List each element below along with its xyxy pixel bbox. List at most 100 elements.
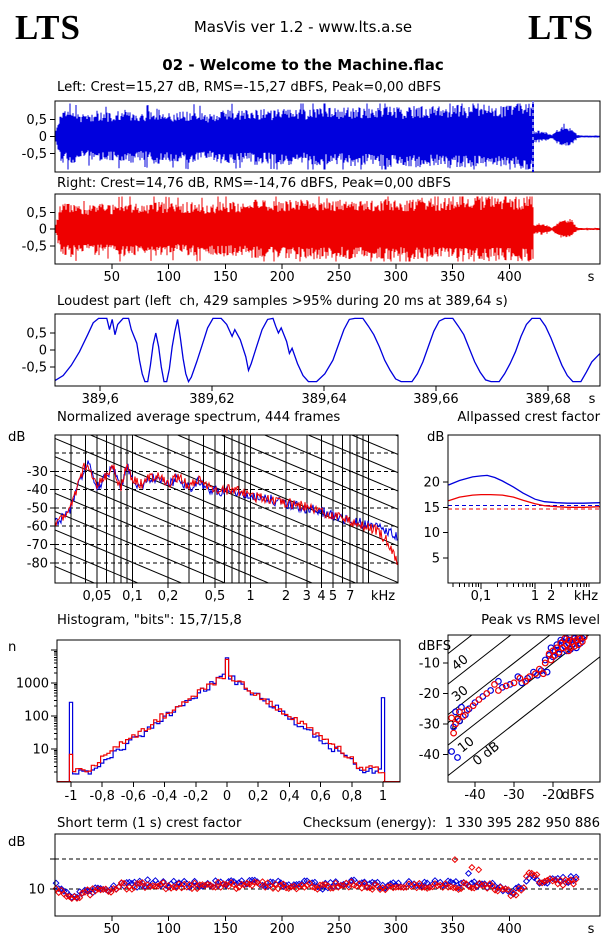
svg-text:7: 7	[346, 589, 354, 604]
short-term-title: Short term (1 s) crest factor	[57, 816, 242, 831]
svg-text:kHz: kHz	[371, 589, 395, 604]
svg-text:10: 10	[28, 883, 45, 898]
svg-text:-0,5: -0,5	[22, 147, 47, 162]
svg-text:100: 100	[156, 270, 181, 285]
svg-text:0,5: 0,5	[26, 327, 47, 342]
svg-text:389,68: 389,68	[525, 392, 571, 407]
svg-text:1: 1	[379, 789, 387, 804]
svg-text:2: 2	[282, 589, 290, 604]
svg-text:300: 300	[383, 922, 408, 937]
svg-text:s: s	[589, 392, 596, 407]
svg-text:0,2: 0,2	[248, 789, 269, 804]
loudest-part-trace	[54, 317, 601, 384]
checksum-value: 1 330 395 282 950 886	[444, 816, 600, 831]
svg-text:389,6: 389,6	[82, 392, 119, 407]
spectrum-grid	[55, 435, 398, 583]
svg-text:-70: -70	[27, 538, 48, 553]
left-channel-caption: Left: Crest=15,27 dB, RMS=-15,27 dBFS, P…	[57, 80, 441, 95]
svg-text:-0,5: -0,5	[22, 239, 47, 254]
svg-text:50: 50	[104, 922, 121, 937]
svg-text:0: 0	[39, 344, 47, 359]
svg-text:389,62: 389,62	[189, 392, 235, 407]
spectrum-title: Normalized average spectrum, 444 frames	[57, 410, 341, 425]
spectrum-traces	[54, 460, 399, 565]
svg-text:200: 200	[270, 922, 295, 937]
svg-text:400: 400	[497, 270, 522, 285]
svg-text:350: 350	[440, 922, 465, 937]
svg-text:100: 100	[156, 922, 181, 937]
short-term-points	[52, 856, 580, 903]
svg-text:0: 0	[39, 130, 47, 145]
svg-text:10: 10	[423, 526, 440, 541]
svg-text:-10: -10	[419, 657, 440, 672]
svg-text:0: 0	[39, 223, 47, 238]
svg-text:-20: -20	[542, 788, 563, 803]
svg-text:30: 30	[449, 683, 471, 705]
svg-text:389,64: 389,64	[301, 392, 347, 407]
short-term-ylabel: dB	[8, 835, 26, 850]
svg-text:-30: -30	[27, 465, 48, 480]
svg-text:250: 250	[327, 922, 352, 937]
svg-text:150: 150	[213, 270, 238, 285]
loudest-part-title: Loudest part (left ch, 429 samples >95% …	[57, 294, 508, 309]
svg-text:-30: -30	[419, 718, 440, 733]
svg-text:15: 15	[423, 501, 440, 516]
allpassed-traces	[448, 474, 601, 510]
svg-text:-40: -40	[464, 788, 485, 803]
histogram-title: Histogram, "bits": 15,7/15,8	[57, 613, 242, 628]
waveform-left-trace	[54, 103, 601, 170]
svg-text:-50: -50	[27, 501, 48, 516]
svg-text:0,1: 0,1	[122, 589, 143, 604]
lts-logo-left: LTS	[15, 8, 81, 47]
svg-text:-0,2: -0,2	[183, 789, 208, 804]
svg-text:5: 5	[432, 551, 440, 566]
svg-text:0,1: 0,1	[471, 589, 492, 604]
svg-text:2: 2	[547, 589, 555, 604]
peak-rms-title: Peak vs RMS level	[481, 613, 600, 628]
svg-text:0,2: 0,2	[158, 589, 179, 604]
svg-text:-30: -30	[503, 788, 524, 803]
svg-text:0,5: 0,5	[26, 206, 47, 221]
svg-text:-20: -20	[419, 687, 440, 702]
svg-text:-80: -80	[27, 556, 48, 571]
svg-text:5: 5	[329, 589, 337, 604]
svg-text:150: 150	[213, 922, 238, 937]
app-version-line: MasVis ver 1.2 - www.lts.a.se	[193, 18, 413, 36]
svg-text:1: 1	[246, 589, 254, 604]
svg-text:-1: -1	[65, 789, 78, 804]
svg-text:0,4: 0,4	[279, 789, 300, 804]
peak-rms-points	[448, 635, 588, 761]
svg-text:0,5: 0,5	[205, 589, 226, 604]
svg-text:-0,4: -0,4	[152, 789, 177, 804]
svg-text:0,05: 0,05	[83, 589, 112, 604]
peak-rms-ylabel: dBFS	[418, 639, 452, 654]
svg-text:kHz: kHz	[574, 589, 598, 604]
svg-text:-0,6: -0,6	[121, 789, 146, 804]
svg-text:40: 40	[449, 652, 471, 674]
svg-text:20: 20	[423, 476, 440, 491]
spectrum-ylabel: dB	[8, 430, 26, 445]
svg-text:300: 300	[383, 270, 408, 285]
svg-text:-0,5: -0,5	[22, 361, 47, 376]
svg-text:-0,8: -0,8	[90, 789, 115, 804]
svg-text:s: s	[588, 270, 595, 285]
allpassed-ylabel: dB	[427, 430, 445, 445]
lts-logo-right: LTS	[528, 8, 594, 47]
svg-text:400: 400	[497, 922, 522, 937]
svg-text:0,6: 0,6	[310, 789, 331, 804]
svg-text:0,5: 0,5	[26, 113, 47, 128]
svg-text:20: 20	[445, 712, 467, 734]
histogram-ylabel: n	[8, 640, 17, 655]
waveform-right-trace	[54, 196, 601, 262]
checksum-line: Checksum (energy): 1 330 395 282 950 886	[303, 816, 600, 831]
svg-text:200: 200	[270, 270, 295, 285]
svg-text:350: 350	[440, 270, 465, 285]
svg-text:1000: 1000	[16, 677, 49, 692]
page-title: 02 - Welcome to the Machine.flac	[162, 56, 444, 74]
svg-text:dBFS: dBFS	[562, 788, 595, 803]
checksum-label: Checksum (energy):	[302, 816, 437, 831]
svg-text:-40: -40	[27, 483, 48, 498]
allpassed-title: Allpassed crest factor	[457, 410, 600, 425]
